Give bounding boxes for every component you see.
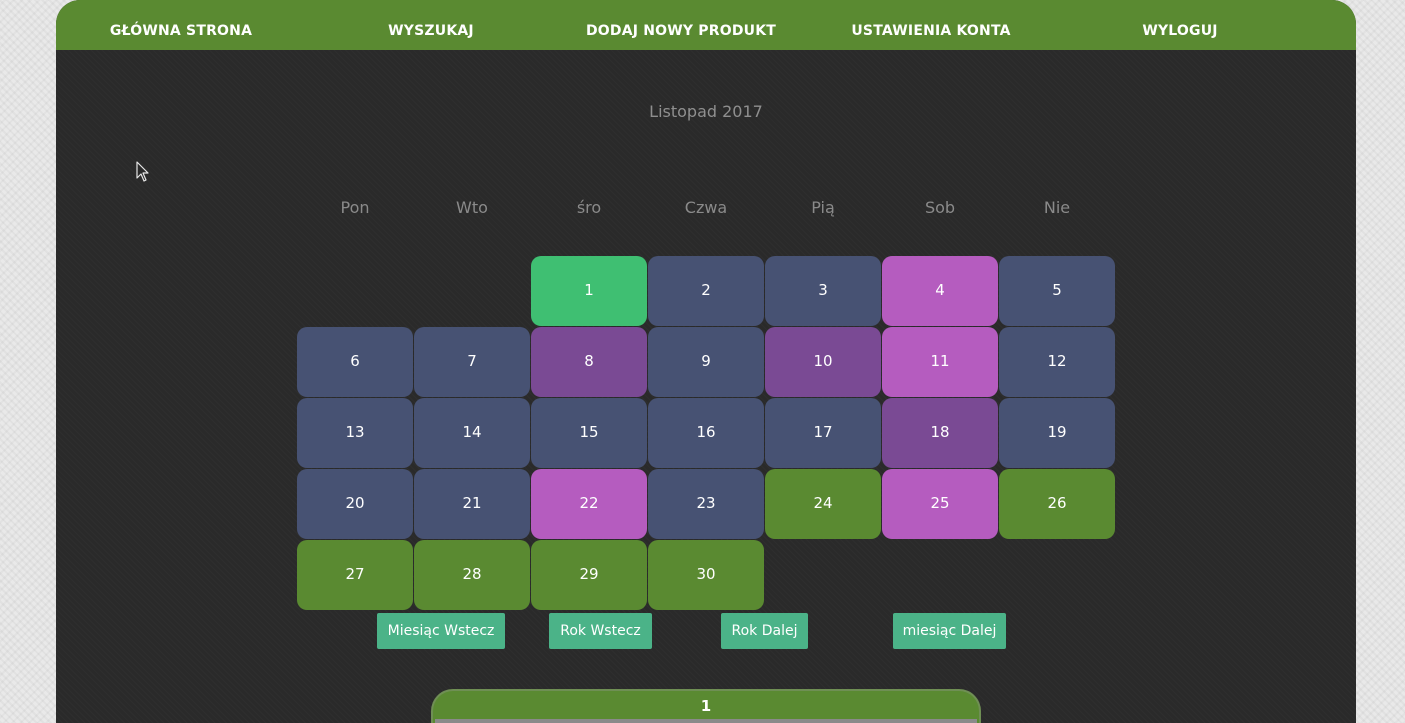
calendar-day-17[interactable]: 17 (765, 398, 881, 468)
calendar-day-10[interactable]: 10 (765, 327, 881, 397)
calendar-day-13[interactable]: 13 (297, 398, 413, 468)
weekday-label: Pon (340, 198, 370, 217)
calendar-day-15[interactable]: 15 (531, 398, 647, 468)
weekday-label: Nie (1043, 198, 1071, 217)
calendar-day-2[interactable]: 2 (648, 256, 764, 326)
nav-logout-link[interactable]: WYLOGUJ (1142, 23, 1218, 39)
calendar-day-28[interactable]: 28 (414, 540, 530, 610)
calendar-day-12[interactable]: 12 (999, 327, 1115, 397)
calendar-day-29[interactable]: 29 (531, 540, 647, 610)
calendar-day-22[interactable]: 22 (531, 469, 647, 539)
calendar-day-16[interactable]: 16 (648, 398, 764, 468)
calendar-day-5[interactable]: 5 (999, 256, 1115, 326)
prev-month-button[interactable]: Miesiąc Wstecz (377, 613, 505, 649)
page-container: GŁÓWNA STRONA WYSZUKAJ DODAJ NOWY PRODUK… (56, 0, 1356, 723)
calendar-day-9[interactable]: 9 (648, 327, 764, 397)
weekday-label: śro (576, 198, 602, 217)
nav-add-product-link[interactable]: DODAJ NOWY PRODUKT (585, 23, 777, 39)
calendar-day-8[interactable]: 8 (531, 327, 647, 397)
weekday-label: Sob (924, 198, 956, 217)
calendar-day-26[interactable]: 26 (999, 469, 1115, 539)
calendar-day-18[interactable]: 18 (882, 398, 998, 468)
nav-home-link[interactable]: GŁÓWNA STRONA (109, 23, 253, 39)
calendar-day-30[interactable]: 30 (648, 540, 764, 610)
weekday-label: Wto (456, 198, 488, 217)
calendar-day-11[interactable]: 11 (882, 327, 998, 397)
calendar-day-25[interactable]: 25 (882, 469, 998, 539)
nav-search-link[interactable]: WYSZUKAJ (388, 23, 474, 39)
calendar-day-23[interactable]: 23 (648, 469, 764, 539)
top-nav: GŁÓWNA STRONA WYSZUKAJ DODAJ NOWY PRODUK… (56, 0, 1356, 50)
weekday-label: Czwa (684, 198, 728, 217)
next-year-button[interactable]: Rok Dalej (721, 613, 808, 649)
calendar-day-4[interactable]: 4 (882, 256, 998, 326)
calendar-day-3[interactable]: 3 (765, 256, 881, 326)
bottom-panel-strip (435, 719, 977, 723)
next-month-button[interactable]: miesiąc Dalej (893, 613, 1006, 649)
bottom-panel-title: 1 (700, 697, 712, 715)
prev-year-button[interactable]: Rok Wstecz (549, 613, 652, 649)
calendar-day-6[interactable]: 6 (297, 327, 413, 397)
calendar-day-7[interactable]: 7 (414, 327, 530, 397)
calendar-day-1[interactable]: 1 (531, 256, 647, 326)
calendar-day-24[interactable]: 24 (765, 469, 881, 539)
calendar-day-20[interactable]: 20 (297, 469, 413, 539)
calendar-day-27[interactable]: 27 (297, 540, 413, 610)
weekday-label: Pią (811, 198, 835, 217)
mouse-cursor-icon (136, 161, 149, 182)
nav-account-settings-link[interactable]: USTAWIENIA KONTA (851, 23, 1011, 39)
calendar-day-21[interactable]: 21 (414, 469, 530, 539)
calendar-day-14[interactable]: 14 (414, 398, 530, 468)
bottom-panel: 1 (431, 689, 981, 723)
calendar-day-19[interactable]: 19 (999, 398, 1115, 468)
calendar-month-title: Listopad 2017 (649, 102, 763, 121)
